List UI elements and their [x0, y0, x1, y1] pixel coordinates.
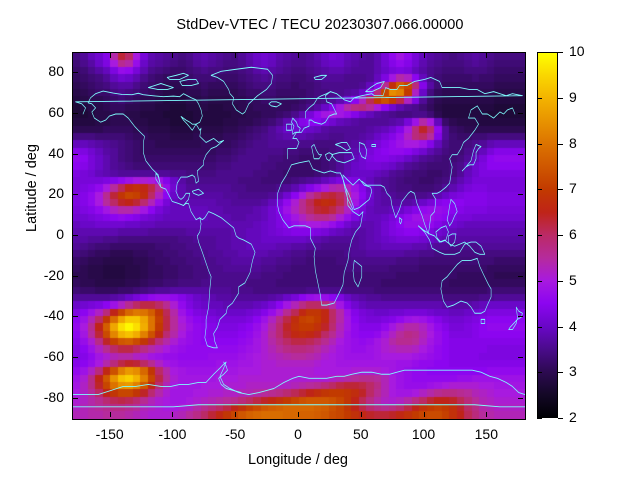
- y-tick-mark: [73, 194, 78, 196]
- y-tick-mark: [518, 113, 523, 114]
- colorbar-tick-label: 6: [569, 226, 577, 242]
- y-tick-mark: [518, 275, 523, 277]
- colorbar-tick-mark-inner: [537, 326, 542, 328]
- y-tick-label: 60: [48, 104, 64, 120]
- y-tick-mark: [518, 397, 523, 399]
- colorbar-tick-label: 9: [569, 88, 577, 105]
- colorbar-tick-mark: [558, 189, 563, 191]
- colorbar-tick-mark: [558, 97, 563, 99]
- colorbar-tick-mark: [558, 418, 563, 419]
- x-axis-label: Longitude / deg: [248, 452, 348, 468]
- y-tick-label: -40: [43, 307, 64, 324]
- colorbar-tick-mark-inner: [537, 189, 542, 191]
- y-tick-label: 20: [48, 185, 64, 202]
- colorbar-tick-mark: [558, 372, 563, 374]
- colorbar-tick-mark: [558, 52, 563, 53]
- colorbar-tick-mark-inner: [537, 235, 542, 236]
- x-tick-label: 150: [474, 426, 498, 442]
- x-tick-mark: [172, 412, 174, 417]
- colorbar-tick-label: 8: [569, 134, 577, 151]
- x-tick-mark: [109, 412, 111, 417]
- x-tick-label: 50: [352, 426, 369, 442]
- x-tick-mark: [298, 412, 299, 417]
- x-tick-mark: [235, 412, 237, 417]
- colorbar-tick-mark: [558, 280, 563, 282]
- colorbar-tick-mark-inner: [537, 280, 542, 282]
- colorbar-tick-mark: [558, 326, 563, 328]
- x-tick-label: -100: [158, 426, 187, 442]
- y-tick-label: 80: [48, 63, 64, 80]
- x-tick-label: -50: [225, 426, 246, 442]
- y-tick-label: -20: [43, 266, 64, 283]
- x-tick-mark: [298, 53, 299, 58]
- colorbar-tick-mark-inner: [537, 97, 542, 99]
- colorbar-tick-mark-inner: [537, 143, 542, 145]
- colorbar-tick-mark-inner: [537, 418, 542, 419]
- colorbar[interactable]: 10 9 8 7 6 5 4 3 2: [537, 43, 585, 425]
- x-tick-mark: [486, 53, 488, 58]
- x-tick-label: 100: [411, 426, 436, 442]
- y-tick-label: -60: [43, 348, 64, 364]
- x-tick-mark: [423, 412, 425, 417]
- x-tick-label: -150: [95, 426, 124, 442]
- x-tick-mark: [172, 53, 174, 58]
- y-tick-mark: [518, 235, 523, 236]
- y-tick-mark: [73, 113, 78, 114]
- x-tick-mark: [235, 53, 237, 58]
- vtec-stddev-heatmap: [73, 53, 525, 419]
- y-axis-label: Latitude / deg: [24, 144, 40, 232]
- map-plot-area[interactable]: [72, 52, 526, 420]
- y-tick-mark: [73, 357, 78, 358]
- y-tick-mark: [73, 275, 78, 277]
- y-tick-mark: [518, 153, 523, 155]
- colorbar-tick-label: 10: [569, 43, 585, 59]
- y-tick-mark: [73, 72, 78, 74]
- y-tick-label: 0: [56, 226, 64, 242]
- colorbar-tick-label: 2: [569, 409, 577, 425]
- colorbar-tick-label: 3: [569, 363, 577, 380]
- y-tick-mark: [518, 357, 523, 358]
- y-tick-mark: [73, 153, 78, 155]
- x-tick-mark: [423, 53, 425, 58]
- x-tick-label: 0: [294, 426, 302, 442]
- colorbar-tick-mark: [558, 235, 563, 236]
- y-tick-label: 40: [48, 144, 64, 161]
- colorbar-tick-label: 4: [569, 317, 577, 334]
- colorbar-tick-mark: [558, 143, 563, 145]
- y-tick-mark: [518, 316, 523, 318]
- x-tick-mark: [360, 412, 362, 417]
- x-tick-mark: [360, 53, 362, 58]
- colorbar-tick-mark-inner: [537, 52, 542, 53]
- colorbar-tick-label: 5: [569, 271, 577, 288]
- y-tick-mark: [73, 316, 78, 318]
- colorbar-tick-label: 7: [569, 180, 577, 197]
- y-tick-mark: [73, 235, 78, 236]
- chart-title: StdDev-VTEC / TECU 20230307.066.00000: [176, 17, 464, 33]
- y-tick-mark: [518, 194, 523, 196]
- y-tick-mark: [518, 72, 523, 74]
- colorbar-tick-mark-inner: [537, 372, 542, 374]
- x-tick-mark: [486, 412, 488, 417]
- x-tick-mark: [109, 53, 111, 58]
- y-tick-label: -80: [43, 388, 64, 405]
- y-tick-mark: [73, 397, 78, 399]
